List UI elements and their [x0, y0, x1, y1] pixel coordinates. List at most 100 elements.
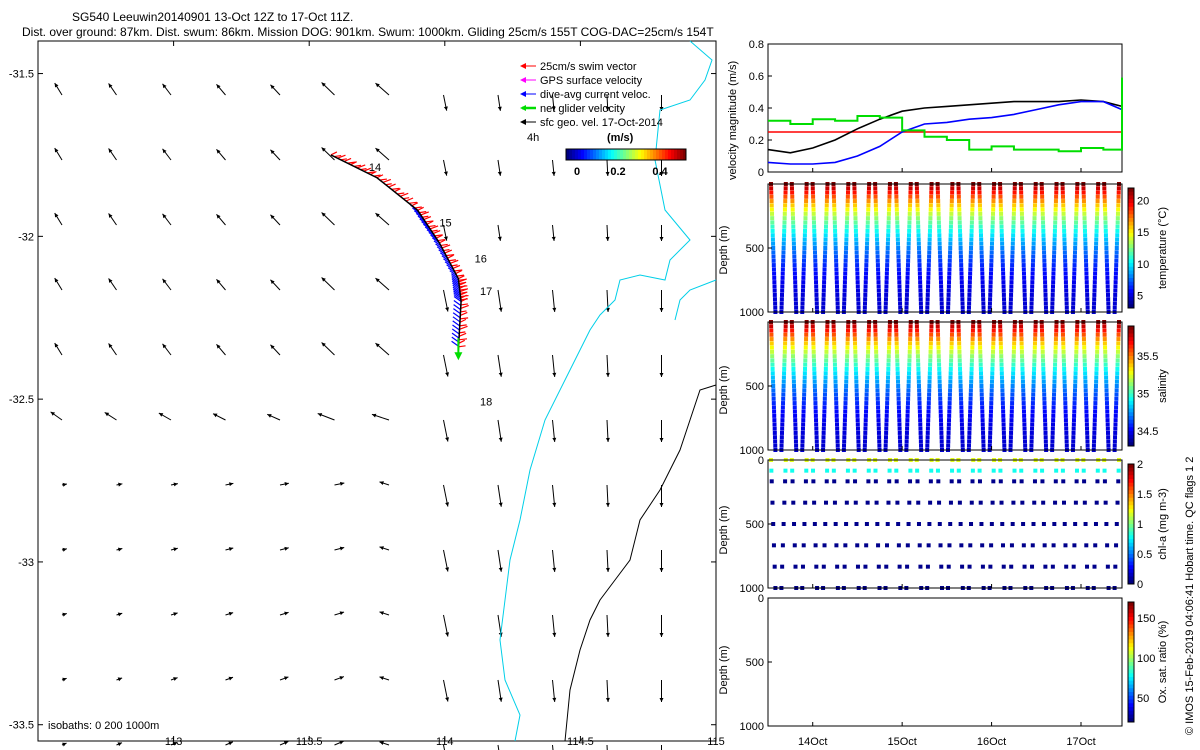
profile-sample	[1009, 267, 1014, 272]
profile-sample	[1072, 413, 1077, 418]
profile-sample	[936, 332, 941, 337]
profile-sample	[991, 341, 996, 346]
lat-tick-label: -32	[18, 231, 34, 243]
profile-sample	[918, 430, 923, 435]
profile-sample	[833, 254, 838, 259]
profile-sample	[1064, 435, 1069, 440]
velocity-arrow	[116, 482, 123, 487]
profile-sample	[1053, 479, 1058, 484]
profile-sample	[1051, 271, 1056, 276]
profile-sample	[1062, 362, 1066, 367]
profile-sample	[824, 216, 829, 221]
profile-sample	[1081, 328, 1086, 333]
profile-sample	[927, 233, 932, 238]
profile-sample	[802, 233, 807, 238]
colorbar-tick-label: 1.5	[1137, 489, 1152, 501]
velocity-arrow	[497, 549, 503, 572]
profile-sample	[791, 500, 796, 505]
profile-sample	[1073, 500, 1078, 505]
profile-sample	[917, 405, 922, 410]
profile-sample	[822, 413, 827, 418]
profile-sample	[988, 422, 993, 427]
profile-sample	[1050, 305, 1055, 310]
profile-sample	[1022, 292, 1027, 297]
profile-sample	[947, 405, 952, 410]
profile-sample	[1019, 345, 1024, 350]
profile-sample	[1073, 522, 1078, 526]
profile-sample	[969, 375, 974, 380]
profile-sample	[1040, 354, 1045, 359]
swim-vector	[456, 274, 465, 277]
profile-sample	[1114, 522, 1119, 526]
profile-sample	[929, 337, 933, 342]
profile-sample	[936, 203, 941, 208]
profile-sample	[915, 194, 920, 199]
profile-sample	[989, 396, 994, 401]
profile-sample	[1103, 207, 1108, 212]
profile-sample	[853, 228, 858, 233]
profile-sample	[772, 280, 777, 285]
profile-sample	[1043, 439, 1048, 444]
profile-sample	[907, 216, 912, 221]
profile-sample	[998, 207, 1003, 212]
profile-sample	[1041, 379, 1046, 384]
profile-sample	[804, 194, 809, 199]
profile-sample	[835, 435, 840, 440]
profile-sample	[947, 258, 952, 263]
profile-sample	[863, 292, 868, 297]
profile-sample	[823, 246, 828, 250]
profile-sample	[853, 354, 858, 359]
colorbar-tick-label: 1	[1137, 519, 1143, 531]
velocity-arrow	[605, 289, 610, 312]
profile-sample	[845, 211, 850, 216]
profile-sample	[894, 479, 899, 484]
profile-sample	[926, 405, 931, 410]
profile-sample	[894, 328, 899, 333]
day-label: 18	[480, 397, 492, 409]
profile-sample	[1032, 216, 1037, 221]
velocity-arrow	[116, 612, 123, 617]
profile-sample	[1114, 401, 1119, 406]
profile-sample	[905, 271, 910, 276]
profile-sample	[773, 305, 778, 310]
profile-sample	[1030, 275, 1035, 280]
profile-sample	[966, 305, 971, 310]
profile-sample	[792, 271, 797, 276]
day-label: 14	[369, 162, 381, 174]
profile-sample	[946, 288, 951, 293]
profile-sample	[812, 228, 817, 233]
profile-sample	[917, 254, 922, 259]
profile-sample	[772, 409, 777, 414]
profile-sample	[991, 203, 996, 208]
speed-colorbar	[565, 148, 687, 161]
profile-sample	[865, 379, 870, 384]
profile-sample	[791, 220, 796, 225]
profile-sample	[937, 233, 942, 238]
profile-sample	[855, 413, 860, 418]
profile-sample	[949, 194, 954, 199]
profile-sample	[898, 305, 903, 310]
profile-sample	[863, 297, 868, 302]
profile-sample	[886, 366, 891, 371]
profile-sample	[1060, 468, 1065, 473]
profile-sample	[1012, 194, 1017, 199]
profile-sample	[1084, 284, 1089, 289]
profile-sample	[866, 211, 871, 216]
profile-sample	[801, 284, 806, 289]
swim-vector	[337, 154, 346, 159]
profile-sample	[990, 500, 995, 505]
profile-sample	[1095, 332, 1100, 337]
profile-sample	[959, 418, 964, 423]
profile-sample	[813, 396, 818, 401]
profile-sample	[875, 250, 880, 255]
profile-sample	[1116, 324, 1121, 329]
profile-sample	[1001, 413, 1006, 418]
profile-sample	[866, 328, 871, 333]
profile-sample	[1094, 358, 1099, 363]
profile-sample	[927, 384, 932, 388]
profile-sample	[874, 224, 879, 229]
profile-sample	[1084, 258, 1088, 263]
profile-sample	[803, 220, 808, 225]
profile-sample	[959, 543, 964, 548]
velocity-arrow	[225, 482, 234, 487]
